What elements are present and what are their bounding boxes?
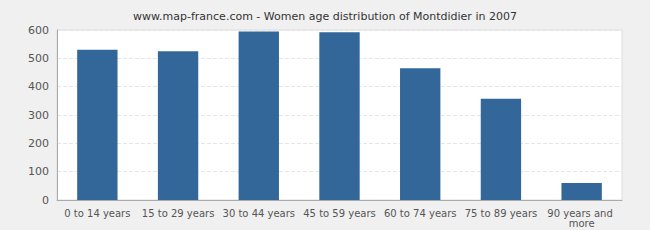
svg-text:www.map-france.com - Women age: www.map-france.com - Women age distribut… [133, 10, 517, 23]
svg-text:600: 600 [28, 24, 49, 37]
svg-text:100: 100 [28, 165, 49, 178]
svg-text:0 to 14 years: 0 to 14 years [64, 208, 130, 219]
svg-text:45 to 59 years: 45 to 59 years [303, 208, 376, 219]
svg-text:200: 200 [28, 137, 49, 150]
svg-text:500: 500 [28, 52, 49, 65]
svg-text:more: more [569, 218, 595, 229]
svg-text:300: 300 [28, 109, 49, 122]
svg-text:400: 400 [28, 80, 49, 93]
svg-text:15 to 29 years: 15 to 29 years [142, 208, 215, 219]
svg-text:90 years and: 90 years and [547, 207, 616, 219]
svg-text:0: 0 [42, 194, 49, 207]
svg-text:75 to 89 years: 75 to 89 years [465, 208, 538, 219]
svg-text:30 to 44 years: 30 to 44 years [223, 208, 296, 219]
svg-text:60 to 74 years: 60 to 74 years [384, 208, 457, 219]
